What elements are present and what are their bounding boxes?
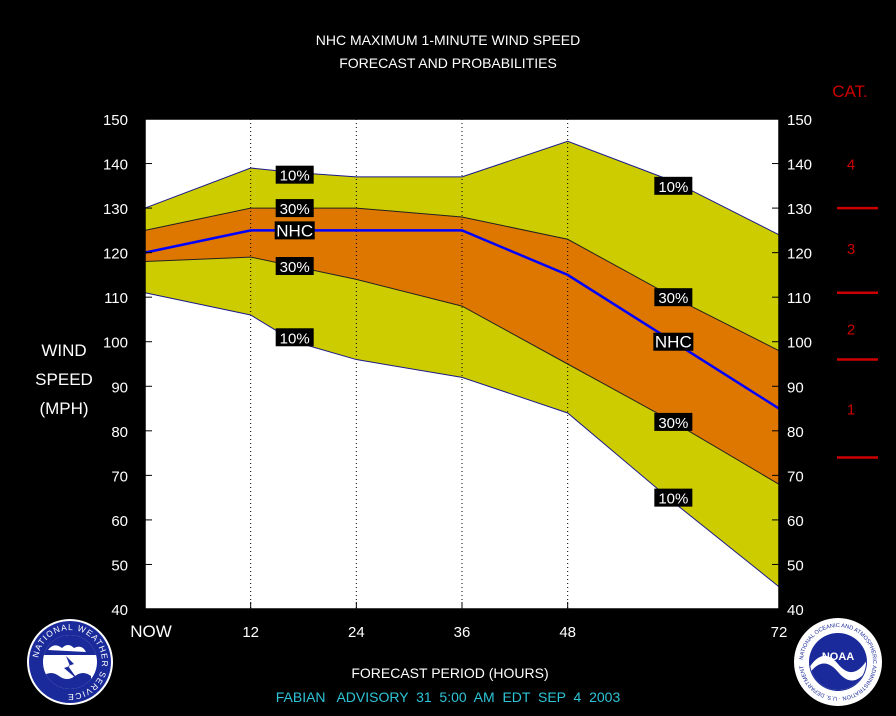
ytick-label-right-140: 140 [787,157,812,174]
xtick-label-72: 72 [771,624,788,641]
line-upper-30pct [144,207,780,352]
noaa-logo-title: NOAA [822,651,854,663]
series-label-0: 10% [280,168,310,185]
ytick-label-right-150: 150 [787,112,812,129]
category-label-4: 4 [847,157,855,174]
category-label-3: 3 [847,241,855,258]
category-label-2: 2 [847,321,855,338]
xtick-label-NOW: NOW [130,622,172,641]
series-labels: 10% 30% NHC 30% 10% 10% 30% NHC 30% 10% [274,165,694,508]
band-30pct [145,208,779,485]
xtick-label-36: 36 [454,624,471,641]
series-label-7: NHC [655,333,692,352]
line-lower-10pct [144,292,780,588]
ylabel-line3: (MPH) [39,399,88,418]
ytick-label-left-80: 80 [111,424,128,441]
ytick-label-right-60: 60 [787,513,804,530]
xtick-label-48: 48 [559,624,576,641]
chart-title-line1: NHC MAXIMUM 1-MINUTE WIND SPEED [316,32,580,48]
ytick-label-right-120: 120 [787,246,812,263]
line-upper-10pct [144,140,780,236]
ytick-label-right-50: 50 [787,557,804,574]
category-label-1: 1 [847,402,855,419]
series-label-box-7 [653,332,694,351]
ytick-label-left-70: 70 [111,468,128,485]
series-label-box-1 [275,199,314,218]
x-axis-title: FORECAST PERIOD (HOURS) [351,665,548,681]
advisory-footer: FABIAN ADVISORY 31 5:00 AM EDT SEP 4 200… [276,689,621,705]
series-label-2: NHC [276,221,313,240]
series-label-box-2 [274,221,315,240]
chart-title-line2: FORECAST AND PROBABILITIES [339,55,557,71]
noaa-logo: NOAA NATIONAL OCEANIC AND ATMOSPHERIC AD… [794,618,882,706]
ytick-label-right-110: 110 [787,290,811,307]
ytick-label-left-100: 100 [103,335,128,352]
category-title: CAT. [832,82,868,101]
ytick-label-left-150: 150 [103,112,128,129]
xtick-label-12: 12 [242,624,259,641]
series-label-box-8 [654,412,693,431]
ytick-label-left-110: 110 [104,290,128,307]
y-axis-title: WIND SPEED (MPH) [35,341,93,418]
ytick-label-right-80: 80 [787,424,804,441]
series-label-3: 30% [280,259,310,276]
ylabel-line2: SPEED [35,370,93,389]
ytick-label-left-130: 130 [103,201,128,218]
ytick-label-left-90: 90 [111,379,128,396]
xtick-label-24: 24 [348,624,365,641]
series-label-box-4 [275,328,314,347]
ylabel-line1: WIND [41,341,86,360]
series-label-box-6 [654,288,693,307]
series-label-box-5 [654,176,693,195]
ytick-label-right-130: 130 [787,201,812,218]
ytick-label-left-140: 140 [103,157,128,174]
ytick-label-left-40: 40 [111,602,128,619]
series-label-box-0 [275,165,314,184]
ytick-label-right-40: 40 [787,602,804,619]
ytick-label-right-100: 100 [787,335,812,352]
nws-logo: NATIONAL WEATHER SERVICE [27,619,113,705]
series-label-box-3 [275,257,314,275]
series-label-1: 30% [280,201,310,218]
ytick-label-right-90: 90 [787,379,804,396]
series-label-4: 10% [280,330,310,347]
series-label-6: 30% [658,290,688,307]
series-label-8: 30% [658,415,688,432]
ytick-label-left-50: 50 [111,557,128,574]
ytick-label-left-120: 120 [103,246,128,263]
series-label-box-9 [654,488,693,507]
hurricane-categories: 4 3 2 1 [837,157,878,459]
series-label-9: 10% [658,491,688,508]
axis-ticks: 40 40 50 50 60 60 70 70 80 80 90 90 100 100 110 110 120 1… [103,112,812,641]
ytick-label-left-60: 60 [111,513,128,530]
series-label-5: 10% [658,179,688,196]
ytick-label-right-70: 70 [787,468,804,485]
